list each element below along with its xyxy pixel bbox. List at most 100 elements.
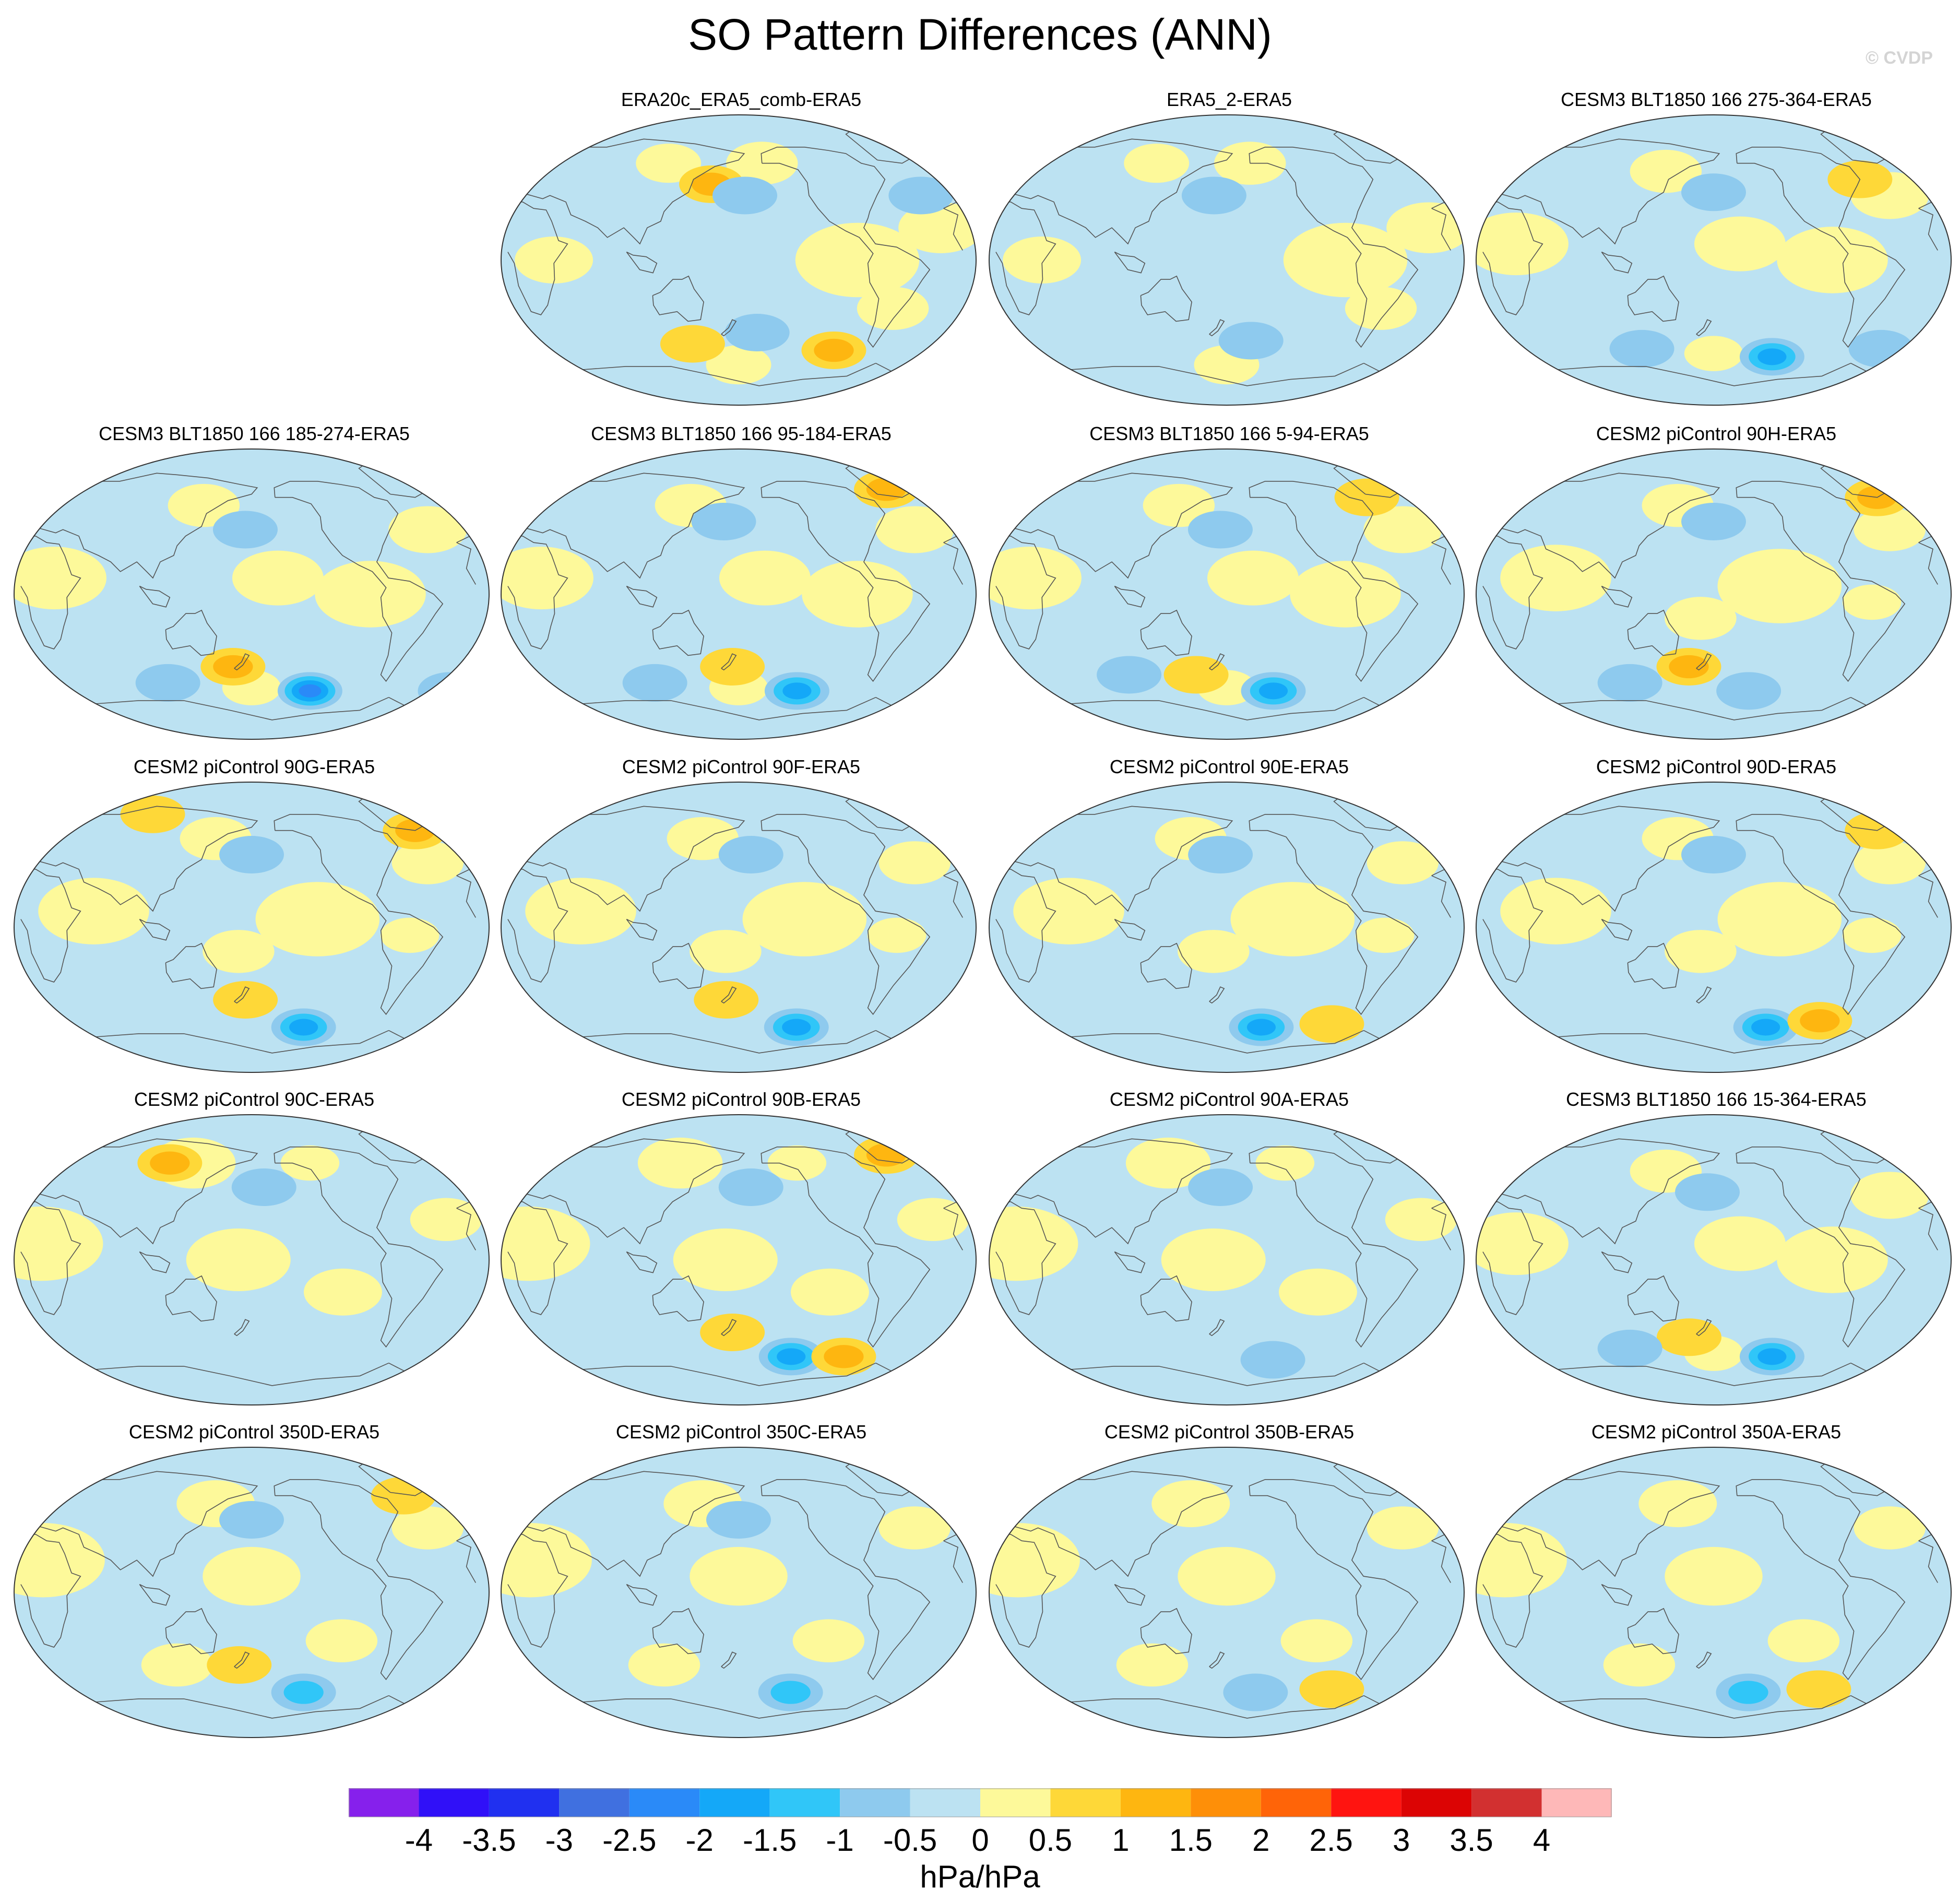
coastline — [1736, 1479, 1906, 1681]
sign-region — [1116, 1643, 1189, 1687]
panel-title: CESM3 BLT1850 166 5-94-ERA5 — [1089, 423, 1369, 444]
panel-title: CESM3 BLT1850 166 275-364-ERA5 — [1561, 89, 1872, 110]
map-panel: CESM3 BLT1850 166 275-364-ERA5 — [1474, 89, 1959, 418]
coastline — [1114, 1584, 1146, 1606]
coastline — [652, 275, 704, 322]
sign-region — [232, 550, 324, 606]
colorbar-box — [840, 1788, 910, 1817]
coastline — [721, 1651, 737, 1669]
map-svg — [989, 114, 1465, 406]
map-panel: CESM3 BLT1850 166 5-94-ERA5 — [987, 423, 1472, 752]
coastline — [1736, 147, 1906, 348]
sign-region — [1694, 1216, 1786, 1271]
anomaly-contour — [213, 655, 253, 679]
coastline — [626, 1584, 658, 1606]
sign-region — [1500, 545, 1611, 611]
sign-region — [1367, 841, 1439, 884]
map-svg — [989, 448, 1465, 740]
colorbar-tick-label: -2 — [686, 1823, 714, 1858]
sign-region — [790, 1268, 869, 1316]
sign-region — [203, 930, 275, 973]
sign-region — [898, 202, 976, 253]
map-svg — [501, 1447, 977, 1738]
map-svg — [1476, 782, 1952, 1073]
colorbar-tick-label: -1 — [826, 1823, 853, 1858]
coastline — [995, 1201, 1451, 1315]
map-outline — [14, 1114, 490, 1405]
sign-region — [795, 222, 920, 298]
map-outline — [14, 782, 490, 1073]
sign-region — [1603, 1643, 1676, 1687]
map-panel: CESM2 piControl 90H-ERA5 — [1474, 423, 1959, 752]
coastline — [652, 942, 704, 989]
anomaly-contour — [782, 1019, 811, 1036]
anomaly-contour — [1597, 1329, 1662, 1367]
colorbar-box — [1191, 1788, 1261, 1817]
anomaly-contour — [207, 1646, 272, 1684]
map-outline — [14, 448, 490, 740]
anomaly-contour — [691, 503, 756, 540]
panel-title: CESM2 piControl 350D-ERA5 — [128, 1421, 380, 1443]
anomaly-contour — [712, 176, 778, 215]
coastline — [995, 869, 1451, 983]
anomaly-contour — [660, 325, 725, 363]
colorbar-tick-label: -2.5 — [602, 1823, 656, 1858]
map-svg — [1476, 114, 1952, 406]
coastline — [1209, 319, 1225, 337]
sign-region — [501, 547, 593, 610]
anomaly-contour — [418, 672, 483, 710]
coastline — [139, 918, 171, 941]
sign-region — [878, 841, 951, 884]
sign-region — [14, 547, 106, 610]
map-svg — [501, 114, 977, 406]
sign-region — [628, 1643, 700, 1687]
coastline — [1601, 1251, 1633, 1273]
sign-region — [303, 1268, 382, 1316]
anomaly-contour — [1597, 664, 1662, 702]
map-panel: CESM2 piControl 90A-ERA5 — [987, 1089, 1472, 1417]
map-outline — [989, 448, 1465, 740]
sign-region — [525, 878, 636, 944]
coastline — [507, 536, 963, 649]
anomaly-contour — [1218, 322, 1284, 360]
sign-region — [1717, 882, 1842, 956]
sign-region — [1476, 1212, 1569, 1275]
anomaly-contour — [777, 1348, 806, 1365]
coastline — [721, 653, 737, 671]
sign-region — [388, 506, 467, 553]
anomaly-contour — [1786, 1670, 1851, 1708]
sign-region — [690, 930, 762, 973]
coastline — [20, 1534, 476, 1648]
colorbar-tick-label: 0.5 — [1029, 1823, 1072, 1858]
panel-title: CESM2 piControl 350B-ERA5 — [1104, 1421, 1355, 1443]
sign-region — [1280, 1619, 1353, 1662]
sign-region — [1694, 216, 1786, 271]
coastline — [1696, 1319, 1712, 1337]
map-outline — [1476, 114, 1952, 406]
map-svg — [501, 1114, 977, 1405]
sign-region — [875, 506, 954, 553]
map-panel: CESM2 piControl 350D-ERA5 — [11, 1421, 497, 1750]
coastline — [995, 202, 1451, 315]
anomaly-contour — [782, 682, 812, 700]
sign-region — [1143, 483, 1215, 527]
sign-region — [802, 561, 913, 628]
map-svg — [14, 1447, 490, 1738]
coastline — [20, 536, 476, 649]
coastline — [761, 147, 931, 348]
anomaly-contour — [299, 684, 322, 698]
colorbar-tick-label: -3 — [545, 1823, 573, 1858]
coastline — [1601, 1584, 1633, 1606]
colorbar-box — [1471, 1788, 1542, 1817]
map-outline — [14, 1447, 490, 1738]
anomaly-contour — [219, 836, 284, 873]
anomaly-contour — [1097, 656, 1162, 694]
panel-title: CESM2 piControl 90C-ERA5 — [134, 1089, 375, 1110]
sign-region — [1178, 1546, 1276, 1606]
anomaly-contour — [1240, 1341, 1305, 1379]
coastline — [20, 1201, 476, 1315]
map-svg — [1476, 1447, 1952, 1738]
map-svg — [501, 782, 977, 1073]
colorbar-box — [559, 1788, 629, 1817]
panel-title: CESM2 piControl 90H-ERA5 — [1596, 423, 1837, 444]
